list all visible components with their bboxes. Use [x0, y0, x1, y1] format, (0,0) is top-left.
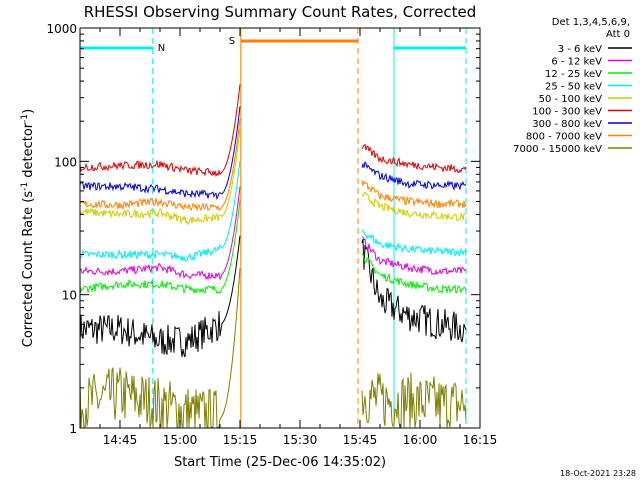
y-tick-label: 100 [54, 155, 77, 169]
legend-label: 7000 - 15000 keV [513, 144, 602, 155]
x-axis-label: Start Time (25-Dec-06 14:35:02) [174, 455, 386, 470]
series-line-post [361, 238, 467, 343]
series-line-post [361, 236, 467, 276]
series-300-800-keV-kev [79, 106, 467, 201]
series-12-25-keV-kev [79, 200, 467, 295]
legend-label: 800 - 7000 keV [526, 132, 602, 143]
series-800-7000-keV-kev [79, 118, 467, 212]
annotation-n: N [158, 43, 165, 54]
series-line-post [361, 161, 467, 191]
series-line-post [361, 191, 466, 222]
legend-label: 25 - 50 keV [545, 82, 602, 93]
legend-label: 300 - 800 keV [532, 119, 602, 130]
series-100-300-keV-kev [79, 84, 467, 178]
x-tick-label: 15:15 [223, 433, 258, 447]
chart-title: RHESSI Observing Summary Count Rates, Co… [84, 3, 477, 21]
x-tick-label: 16:15 [463, 433, 498, 447]
series-25-50-keV-kev [79, 160, 467, 263]
series-line-pre [79, 160, 241, 263]
series-3-6-keV-kev [79, 235, 467, 358]
series-line-pre [79, 200, 241, 295]
series-line-post [361, 143, 467, 174]
legend-label: 12 - 25 keV [545, 69, 602, 80]
legend-header: Att 0 [606, 29, 630, 40]
legend-label: 50 - 100 keV [539, 94, 603, 105]
legend-header: Det 1,3,4,5,6,9, [552, 17, 630, 28]
x-tick-label: 15:30 [283, 433, 318, 447]
y-tick-label: 1000 [46, 22, 77, 36]
series-50-100-keV-kev [79, 128, 466, 226]
y-tick-label: 1 [69, 422, 77, 436]
series-line-post [361, 229, 467, 257]
legend-label: 3 - 6 keV [558, 44, 602, 55]
legend: Det 1,3,4,5,6,9,Att 0 3 - 6 keV 6 - 12 keV… [513, 17, 632, 155]
annotation-s: S [229, 36, 235, 47]
series-line-pre [79, 118, 241, 212]
x-tick-label: 16:00 [403, 433, 438, 447]
series-line-pre [79, 84, 241, 178]
series-line-pre [79, 268, 241, 430]
legend-label: 6 - 12 keV [551, 57, 602, 68]
y-axis-label: Corrected Count Rate (s-1 detector-1) [20, 109, 36, 347]
legend-label: 100 - 300 keV [532, 107, 602, 118]
axes: 14:45 15:00 15:15 15:30 15:45 16:00 16:15 1 10 10… [46, 22, 497, 447]
series-line-post [361, 180, 467, 209]
timestamp: 18-Oct-2021 23:28 [560, 469, 636, 478]
series-6-12-keV-kev [79, 186, 467, 281]
series-line-pre [79, 128, 241, 226]
x-tick-label: 15:00 [163, 433, 198, 447]
plot-frame [79, 27, 481, 429]
x-tick-label: 15:45 [343, 433, 378, 447]
y-tick-label: 10 [62, 289, 77, 303]
series-line-pre [79, 235, 241, 358]
series-line-post [361, 372, 467, 429]
series-line-pre [79, 186, 241, 281]
x-tick-label: 14:45 [103, 433, 138, 447]
series-line-post [361, 253, 467, 295]
plot-area: NS [79, 28, 467, 430]
series-line-pre [79, 106, 241, 201]
series-7000-15000-keV-kev [79, 268, 467, 430]
